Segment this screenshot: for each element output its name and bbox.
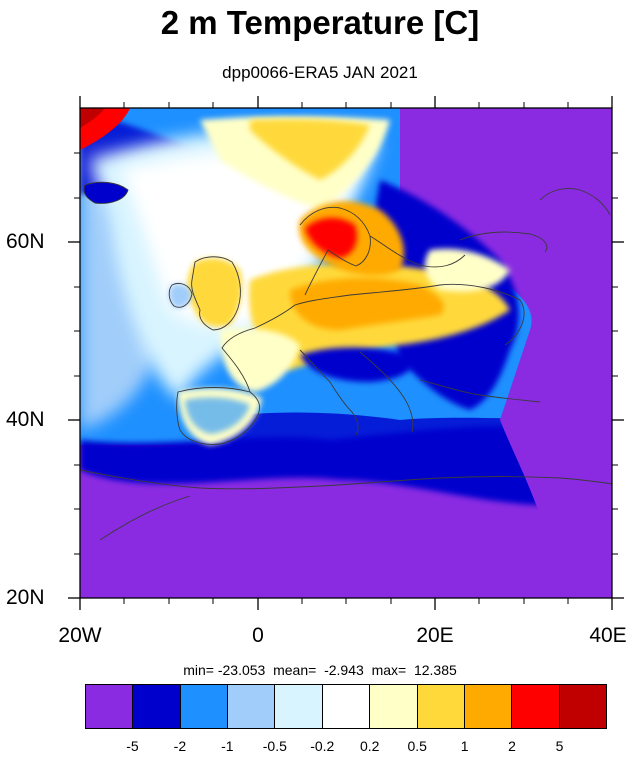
colorbar-swatch-10: [559, 685, 606, 728]
colorbar-label-7: 1: [460, 738, 469, 754]
lon-label-20e: 20E: [416, 624, 454, 647]
colorbar-swatch-7: [417, 685, 465, 728]
stat-min-value: -23.053: [217, 662, 266, 678]
axis-ticks: [68, 96, 624, 610]
field-statistics: min= -23.053 mean= -2.943 max= 12.385: [0, 662, 640, 678]
colorbar-label-3: -0.5: [262, 738, 287, 754]
colorbar-label-1: -2: [173, 738, 187, 754]
stat-min-label: min=: [183, 662, 214, 678]
lat-label-20n: 20N: [6, 586, 45, 609]
lon-label-0: 0: [252, 624, 264, 647]
colorbar: [85, 684, 607, 729]
colorbar-label-8: 2: [508, 738, 516, 754]
stat-mean-value: -2.943: [324, 662, 364, 678]
map-title: 2 m Temperature [C]: [160, 4, 480, 41]
lon-label-40e: 40E: [589, 624, 627, 647]
colorbar-swatch-3: [228, 685, 276, 728]
lat-label-60n: 60N: [6, 230, 45, 253]
colorbar-swatch-5: [322, 685, 371, 728]
stat-max-value: 12.385: [413, 662, 457, 678]
colorbar-label-5: 0.2: [359, 738, 380, 754]
stat-max-label: max=: [371, 662, 407, 678]
colorbar-swatch-8: [464, 685, 513, 728]
colorbar-label-4: -0.2: [310, 738, 335, 754]
colorbar-swatch-4: [275, 685, 323, 728]
colorbar-label-6: 0.5: [407, 738, 427, 754]
lat-label-40n: 40N: [6, 408, 45, 431]
colorbar-swatch-0: [86, 685, 134, 728]
temperature-map: [68, 96, 624, 610]
colorbar-swatch-1: [133, 685, 181, 728]
axis-minor-ticks: [74, 102, 618, 604]
colorbar-label-2: -1: [221, 738, 234, 754]
lon-label-20w: 20W: [58, 624, 102, 647]
colorbar-label-0: -5: [126, 738, 139, 754]
colorbar-swatch-2: [180, 685, 229, 728]
colorbar-swatch-6: [370, 685, 418, 728]
coastlines: [80, 181, 612, 541]
stat-mean-label: mean=: [273, 662, 317, 678]
colorbar-label-9: 5: [555, 738, 564, 754]
temperature-field: [80, 108, 612, 598]
map-subtitle: dpp0066-ERA5 JAN 2021: [222, 63, 418, 82]
colorbar-swatch-9: [512, 685, 560, 728]
